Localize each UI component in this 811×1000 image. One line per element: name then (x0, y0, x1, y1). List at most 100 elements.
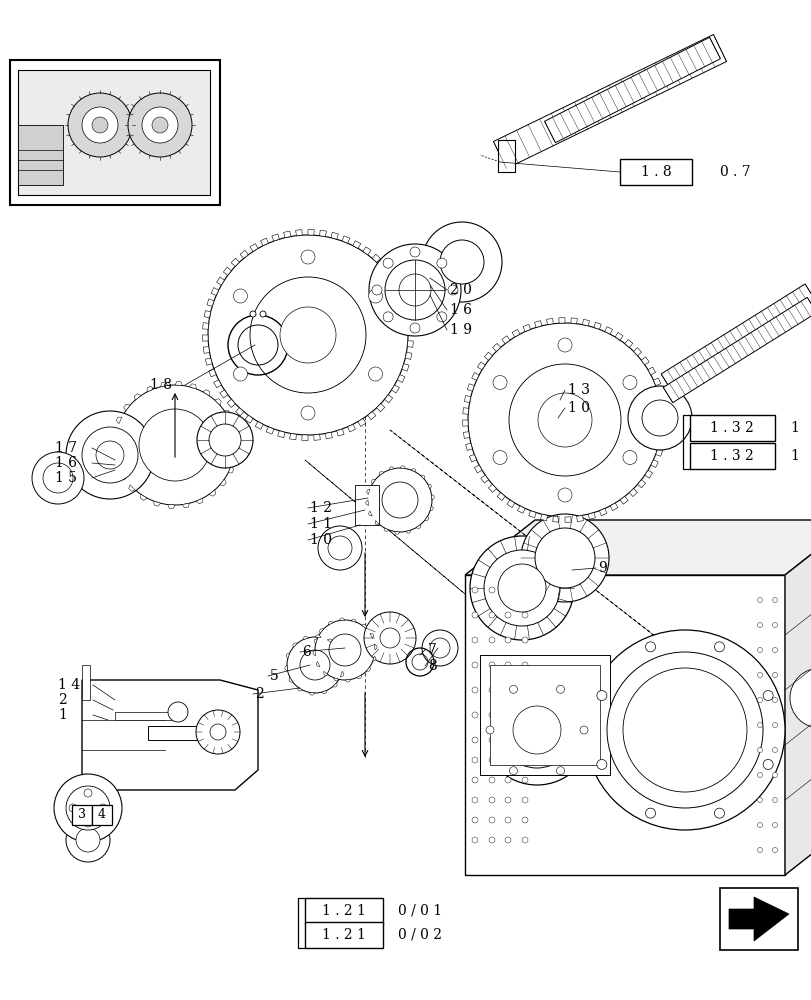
Polygon shape (314, 639, 317, 644)
Polygon shape (371, 479, 375, 484)
Circle shape (436, 258, 446, 268)
Circle shape (368, 244, 461, 336)
Circle shape (422, 630, 457, 666)
Circle shape (398, 274, 431, 306)
Circle shape (301, 250, 315, 264)
Polygon shape (615, 332, 622, 340)
Polygon shape (540, 514, 547, 521)
Polygon shape (492, 343, 500, 351)
Polygon shape (339, 618, 345, 621)
Circle shape (328, 634, 361, 666)
Polygon shape (376, 404, 384, 412)
Circle shape (771, 772, 777, 778)
Circle shape (54, 774, 122, 842)
Text: 1 . 3 2: 1 . 3 2 (710, 421, 753, 435)
Circle shape (486, 726, 493, 734)
Polygon shape (283, 231, 290, 238)
Circle shape (68, 93, 132, 157)
Circle shape (471, 612, 478, 618)
Circle shape (470, 536, 573, 640)
Polygon shape (604, 327, 611, 334)
Polygon shape (227, 399, 235, 407)
Bar (82, 665, 90, 700)
Polygon shape (370, 633, 373, 639)
Text: 2: 2 (255, 687, 264, 701)
Circle shape (371, 285, 381, 295)
Text: 1 6: 1 6 (55, 456, 77, 470)
Circle shape (497, 564, 545, 612)
Circle shape (508, 685, 517, 693)
Bar (689, 443, 774, 469)
Polygon shape (407, 341, 413, 347)
Circle shape (521, 777, 527, 783)
Polygon shape (647, 367, 654, 375)
Polygon shape (570, 318, 577, 324)
Polygon shape (161, 382, 168, 387)
Polygon shape (266, 427, 273, 434)
Circle shape (596, 691, 606, 701)
Polygon shape (302, 435, 307, 440)
Text: 1 0: 1 0 (568, 401, 590, 415)
Circle shape (534, 528, 594, 588)
Polygon shape (501, 336, 509, 344)
Circle shape (208, 235, 407, 435)
Polygon shape (208, 490, 216, 496)
Circle shape (757, 722, 762, 727)
Polygon shape (660, 284, 811, 396)
Circle shape (380, 628, 400, 648)
Polygon shape (363, 247, 371, 255)
Circle shape (521, 737, 527, 743)
Polygon shape (465, 443, 472, 450)
Circle shape (757, 672, 762, 678)
Text: 2: 2 (58, 693, 67, 707)
Polygon shape (289, 677, 293, 682)
Circle shape (66, 786, 109, 830)
Polygon shape (609, 503, 617, 511)
Circle shape (82, 427, 138, 483)
Circle shape (521, 837, 527, 843)
Polygon shape (337, 648, 341, 653)
Polygon shape (366, 500, 368, 506)
Circle shape (521, 712, 527, 718)
Circle shape (471, 587, 478, 593)
Text: 0 / 0 1: 0 / 0 1 (397, 904, 441, 918)
Polygon shape (462, 408, 468, 414)
Polygon shape (240, 250, 248, 258)
Circle shape (208, 424, 241, 456)
Circle shape (771, 722, 777, 727)
Polygon shape (147, 386, 153, 392)
Polygon shape (345, 679, 350, 682)
Polygon shape (285, 665, 287, 671)
Text: 1 . 2 1: 1 . 2 1 (322, 904, 366, 918)
Circle shape (504, 662, 510, 668)
Polygon shape (175, 381, 182, 385)
Circle shape (280, 307, 336, 363)
Text: 1 4: 1 4 (58, 678, 80, 692)
Circle shape (521, 687, 527, 693)
Polygon shape (153, 501, 161, 506)
Polygon shape (405, 530, 410, 533)
Circle shape (471, 712, 478, 718)
Circle shape (471, 837, 478, 843)
Polygon shape (493, 35, 726, 168)
Polygon shape (371, 254, 380, 262)
Circle shape (757, 597, 762, 602)
Polygon shape (655, 449, 662, 456)
Circle shape (757, 847, 762, 852)
Circle shape (579, 726, 587, 734)
Polygon shape (18, 70, 210, 195)
Bar (689, 415, 774, 441)
Polygon shape (399, 293, 406, 301)
Bar (10, 60, 220, 205)
Circle shape (430, 638, 449, 658)
Polygon shape (123, 404, 130, 411)
Circle shape (771, 747, 777, 752)
Circle shape (66, 818, 109, 862)
Polygon shape (207, 299, 214, 306)
Polygon shape (558, 318, 564, 323)
Circle shape (771, 822, 777, 827)
Polygon shape (474, 465, 482, 473)
Text: 1: 1 (58, 708, 67, 722)
Polygon shape (111, 445, 115, 452)
Polygon shape (400, 466, 405, 468)
